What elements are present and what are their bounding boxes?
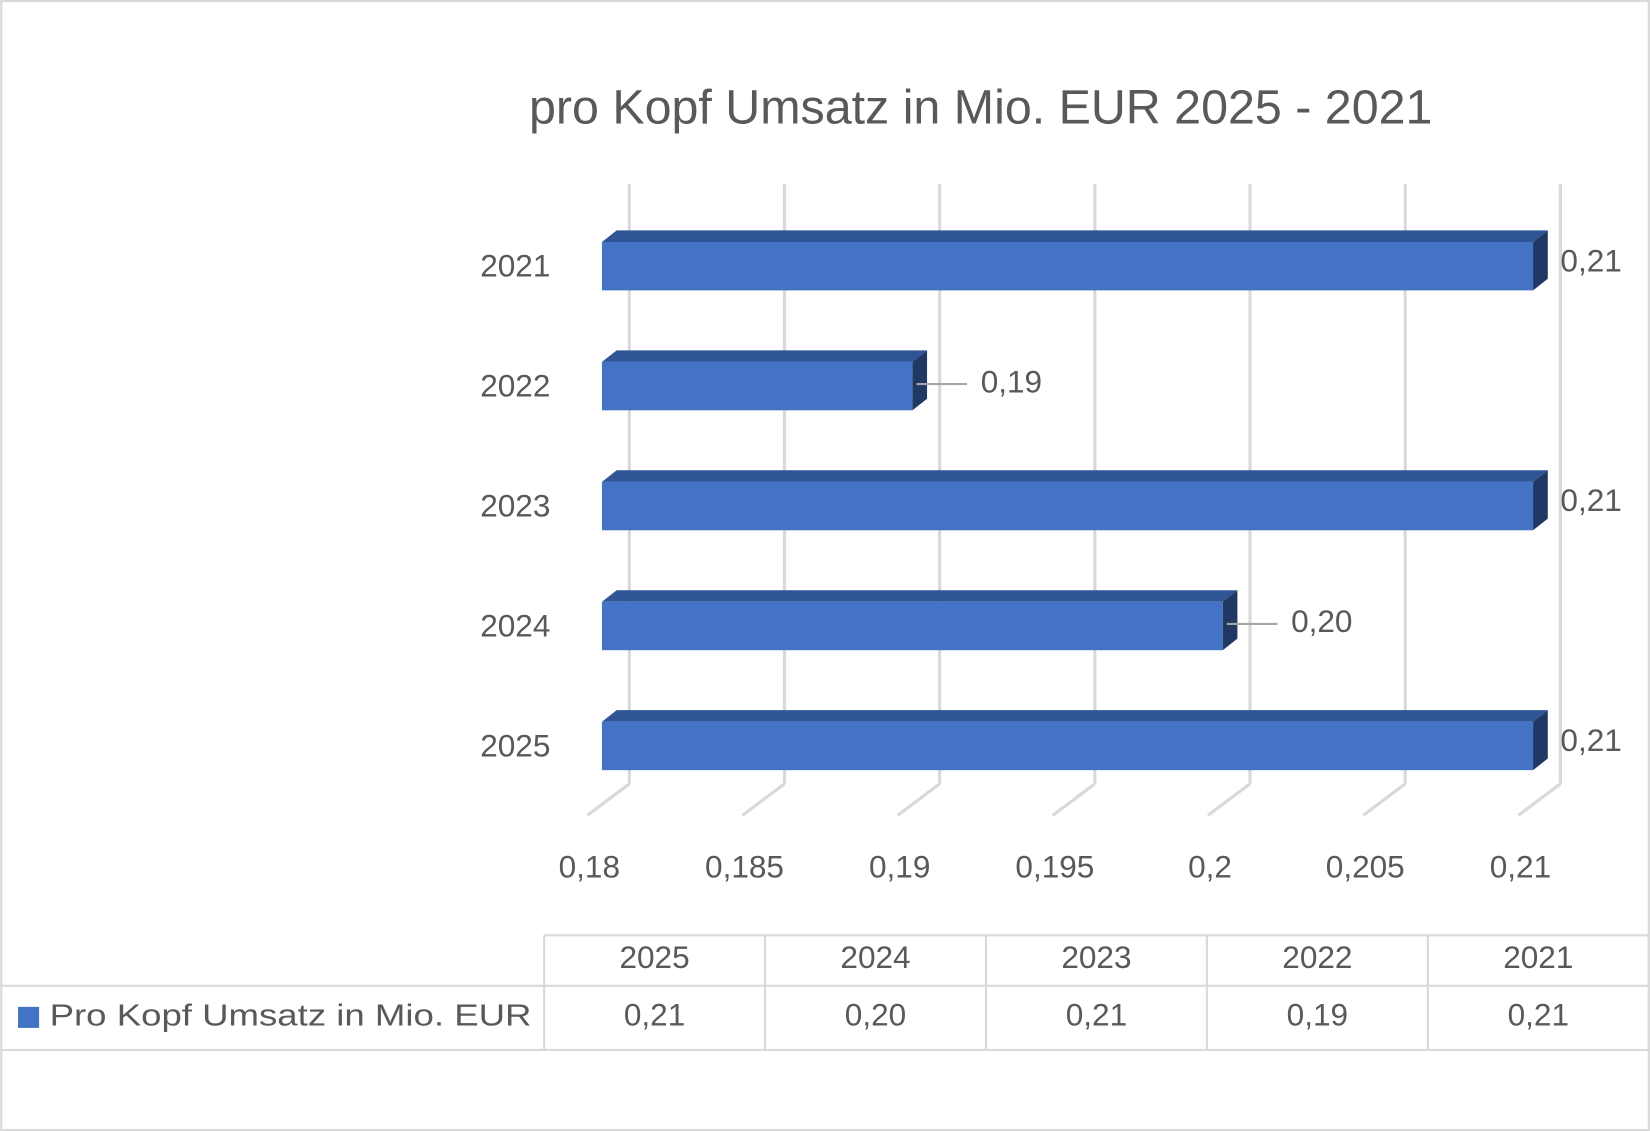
x-tick-label: 0,185 xyxy=(705,848,784,884)
x-tick-label: 0,2 xyxy=(1188,848,1232,884)
x-tick-label: 0,21 xyxy=(1490,848,1551,884)
bar xyxy=(601,241,1534,291)
bar-side xyxy=(1222,590,1238,651)
bar-side xyxy=(1533,230,1548,291)
table-value: 0,21 xyxy=(1508,997,1569,1033)
grid-floor-line xyxy=(1051,782,1096,817)
x-tick-label: 0,19 xyxy=(869,848,930,884)
bar-top xyxy=(601,230,1548,242)
y-tick-label: 2021 xyxy=(480,248,550,284)
x-tick-label: 0,205 xyxy=(1326,848,1405,884)
legend-key xyxy=(18,1006,40,1028)
bar-side xyxy=(1533,710,1548,771)
bar-top xyxy=(601,710,1548,722)
x-tick-label: 0,18 xyxy=(559,848,620,884)
bar xyxy=(601,481,1534,531)
value-label: 0,21 xyxy=(1560,482,1621,518)
value-label: 0,20 xyxy=(1291,603,1352,639)
y-tick-label: 2023 xyxy=(480,488,550,524)
value-label: 0,21 xyxy=(1560,722,1621,758)
chart-title: pro Kopf Umsatz in Mio. EUR 2025 - 2021 xyxy=(529,80,1432,134)
grid-floor-line xyxy=(1207,782,1251,817)
bar-side xyxy=(912,350,928,411)
table-value: 0,20 xyxy=(845,997,906,1033)
table-header: 2025 xyxy=(619,939,689,975)
y-tick-label: 2022 xyxy=(480,368,550,404)
table-value: 0,19 xyxy=(1287,997,1348,1033)
bar xyxy=(601,601,1223,651)
bar xyxy=(601,361,913,411)
y-tick-label: 2024 xyxy=(480,607,550,643)
bar xyxy=(601,721,1534,771)
bar-top xyxy=(601,470,1548,482)
grid-floor-line xyxy=(586,782,631,817)
table-value: 0,21 xyxy=(624,997,685,1033)
y-tick-label: 2025 xyxy=(480,727,550,763)
bar-top xyxy=(601,590,1238,602)
value-label: 0,19 xyxy=(981,363,1042,399)
table-header: 2022 xyxy=(1282,939,1352,975)
table-header: 2023 xyxy=(1061,939,1131,975)
table-value: 0,21 xyxy=(1066,997,1127,1033)
value-label: 0,21 xyxy=(1560,242,1621,278)
x-tick-label: 0,195 xyxy=(1015,848,1094,884)
legend-label: Pro Kopf Umsatz in Mio. EUR xyxy=(50,998,532,1032)
table-header: 2021 xyxy=(1503,939,1573,975)
table-header: 2024 xyxy=(840,939,910,975)
bar-side xyxy=(1533,470,1548,531)
bar-top xyxy=(601,350,928,362)
grid-floor-line xyxy=(1517,782,1562,817)
grid-floor-line xyxy=(741,782,786,817)
grid-floor-line xyxy=(1362,782,1407,817)
grid-floor-line xyxy=(896,782,941,817)
